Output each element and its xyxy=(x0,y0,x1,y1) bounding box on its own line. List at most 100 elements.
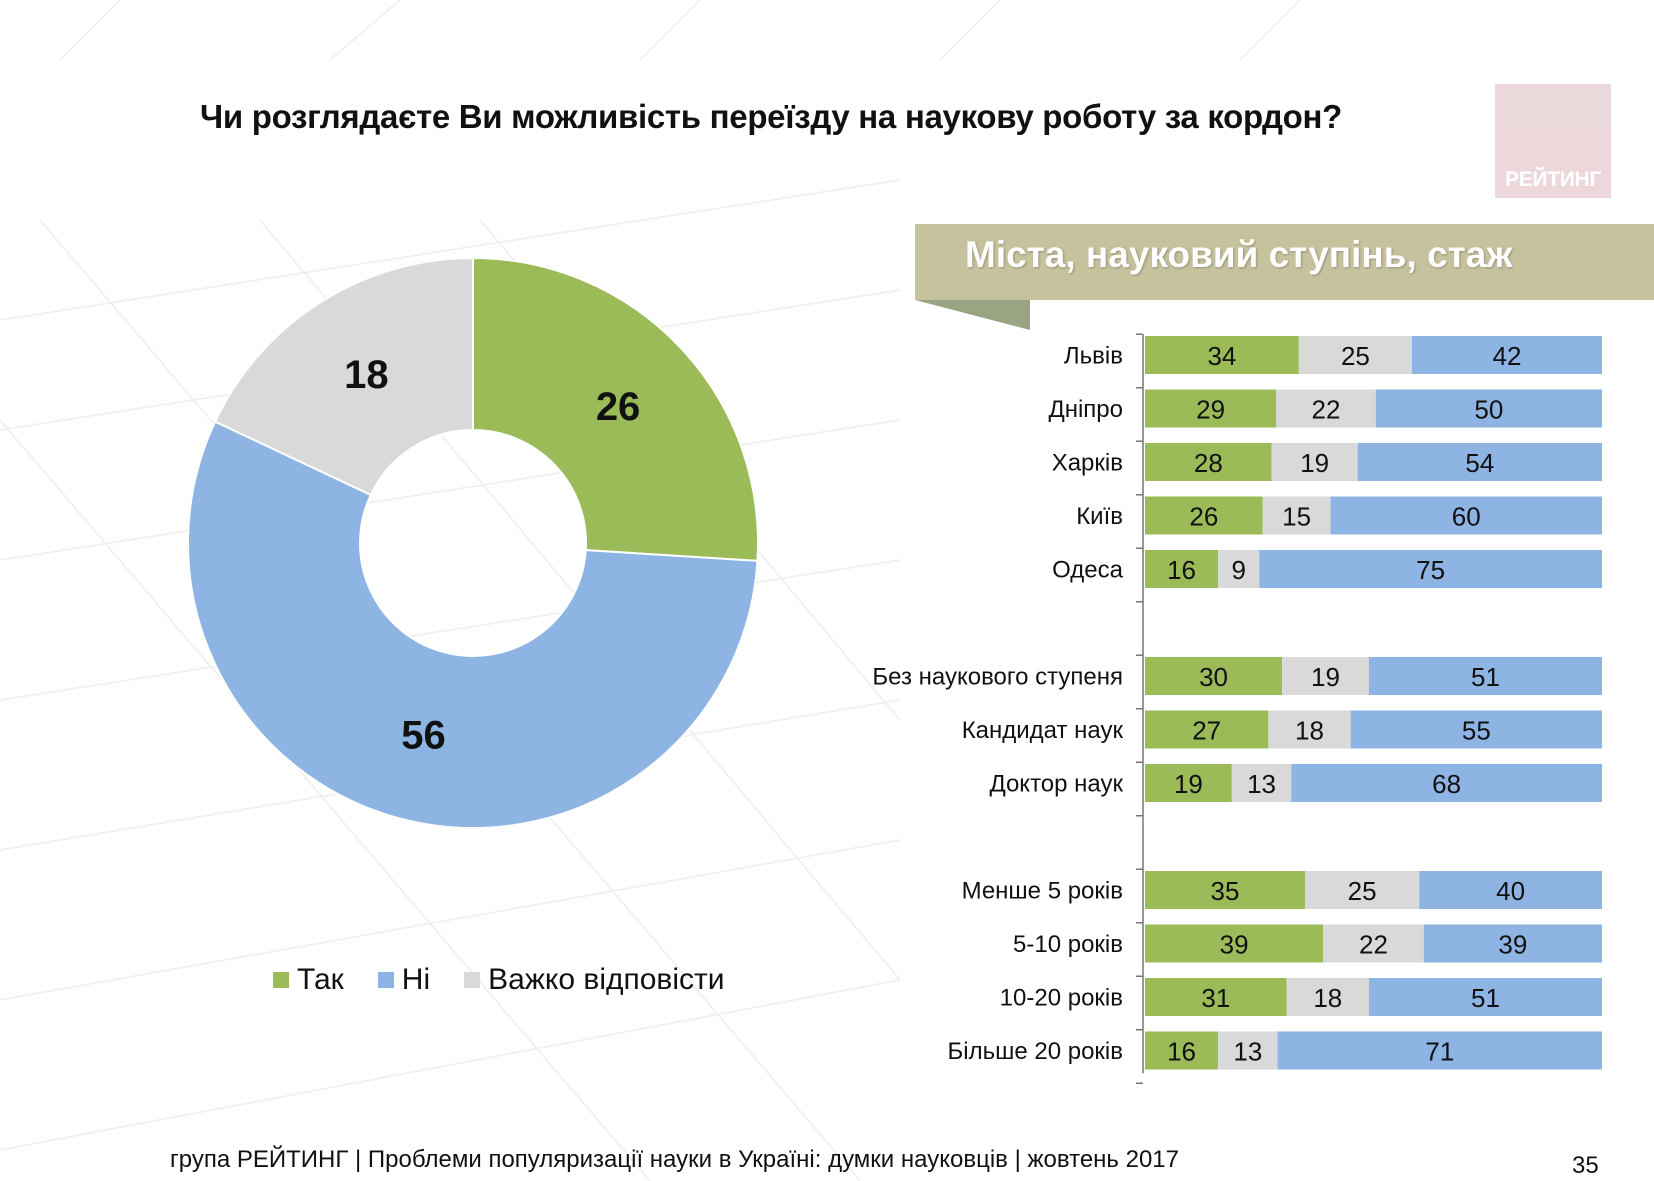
bar-segment xyxy=(1323,924,1424,963)
bar-value-label: 9 xyxy=(1231,555,1245,585)
bar-segment xyxy=(1145,764,1232,802)
bar-value-label: 51 xyxy=(1471,983,1500,1013)
bar-segment xyxy=(1231,764,1292,802)
category-label: Дніпро xyxy=(1048,396,1123,423)
legend-item: Так xyxy=(273,963,344,997)
donut-slice-3 xyxy=(213,256,474,497)
bar-segment xyxy=(1330,496,1602,535)
bar-value-label: 34 xyxy=(1207,341,1236,371)
bar-segment xyxy=(1271,443,1358,481)
bar-segment xyxy=(1411,336,1602,374)
legend-label: Ні xyxy=(401,963,431,996)
bar-segment xyxy=(1145,924,1324,963)
category-label: Менше 5 років xyxy=(962,878,1123,905)
donut-slice-2 xyxy=(187,420,759,829)
bar-segment xyxy=(1291,764,1602,802)
bar-value-label: 19 xyxy=(1174,769,1203,799)
section-banner: Міста, науковий ступінь, стаж xyxy=(915,224,1654,300)
bar-segment xyxy=(1368,978,1602,1016)
bar-value-label: 28 xyxy=(1194,448,1223,478)
bar-value-label: 75 xyxy=(1416,555,1445,585)
bar-segment xyxy=(1145,978,1287,1016)
bar-value-label: 26 xyxy=(1189,502,1218,532)
bar-segment xyxy=(1262,496,1331,535)
page-number: 35 xyxy=(1572,1152,1599,1179)
bar-value-label: 18 xyxy=(1313,983,1342,1013)
bar-segment xyxy=(1218,550,1260,588)
category-label: 5-10 років xyxy=(1013,931,1123,958)
banner-fold xyxy=(915,300,1030,330)
bar-segment xyxy=(1145,550,1219,588)
category-label: Київ xyxy=(1076,503,1123,530)
bar-segment xyxy=(1419,871,1602,909)
bar-value-label: 60 xyxy=(1452,502,1481,532)
bar-segment xyxy=(1145,443,1272,481)
rating-logo: РЕЙТИНГ xyxy=(1495,84,1611,198)
bar-value-label: 51 xyxy=(1471,662,1500,692)
chart-legend: Так Ні Важко відповісти xyxy=(273,960,759,1000)
category-label: 10-20 років xyxy=(1000,985,1123,1012)
bar-segment xyxy=(1145,389,1277,428)
bar-value-label: 30 xyxy=(1199,662,1228,692)
category-label: Кандидат наук xyxy=(962,717,1124,744)
bar-segment xyxy=(1282,657,1369,695)
logo-text: РЕЙТИНГ xyxy=(1505,168,1601,191)
bar-segment xyxy=(1218,1031,1278,1070)
donut-slice-label: 56 xyxy=(401,714,446,758)
bar-segment xyxy=(1357,443,1602,481)
bar-segment xyxy=(1368,657,1602,695)
bar-value-label: 35 xyxy=(1211,876,1240,906)
bar-value-label: 16 xyxy=(1167,1037,1196,1067)
legend-swatch xyxy=(464,972,481,988)
bar-segment xyxy=(1286,978,1369,1016)
legend-swatch xyxy=(273,972,289,988)
bar-value-label: 31 xyxy=(1201,983,1230,1013)
donut-slice-1 xyxy=(472,256,759,562)
bar-value-label: 22 xyxy=(1312,395,1341,425)
legend-item: Ні xyxy=(377,963,431,997)
bar-value-label: 50 xyxy=(1474,395,1503,425)
bar-segment xyxy=(1268,710,1351,749)
bar-segment xyxy=(1298,336,1412,374)
bar-value-label: 39 xyxy=(1498,930,1527,960)
bar-value-label: 27 xyxy=(1192,716,1221,746)
bar-value-label: 71 xyxy=(1425,1037,1454,1067)
category-label: Львів xyxy=(1064,343,1123,370)
bar-segment xyxy=(1350,710,1602,749)
bar-value-label: 54 xyxy=(1465,448,1494,478)
legend-label: Так xyxy=(297,963,344,996)
bar-segment xyxy=(1145,336,1299,374)
bar-segment xyxy=(1145,710,1269,749)
category-label: Без наукового ступеня xyxy=(872,664,1123,691)
bar-segment xyxy=(1276,389,1376,428)
bar-value-label: 18 xyxy=(1295,716,1324,746)
page-title: Чи розглядаєте Ви можливість переїзду на… xyxy=(200,98,1343,135)
bar-segment xyxy=(1145,871,1305,909)
bar-value-label: 16 xyxy=(1167,555,1196,585)
bar-value-label: 42 xyxy=(1493,341,1522,371)
bar-value-label: 19 xyxy=(1311,662,1340,692)
bar-segment xyxy=(1277,1031,1602,1070)
section-title: Міста, науковий ступінь, стаж xyxy=(965,234,1513,275)
bar-segment xyxy=(1375,389,1602,428)
bar-value-label: 25 xyxy=(1348,876,1377,906)
footer-text: група РЕЙТИНГ | Проблеми популяризації н… xyxy=(170,1146,1179,1173)
category-label: Одеса xyxy=(1052,557,1123,584)
donut-slice-label: 26 xyxy=(596,385,641,429)
bar-value-label: 22 xyxy=(1359,930,1388,960)
donut-chart: 26 56 18 xyxy=(187,256,759,829)
category-label: Доктор наук xyxy=(989,771,1123,798)
bar-value-label: 25 xyxy=(1341,341,1370,371)
bar-segment xyxy=(1145,657,1283,695)
bar-value-label: 13 xyxy=(1233,1037,1262,1067)
bar-value-label: 39 xyxy=(1220,930,1249,960)
bar-value-label: 40 xyxy=(1496,876,1525,906)
bar-segment xyxy=(1423,924,1602,963)
category-label: Харків xyxy=(1052,450,1123,477)
bar-value-label: 15 xyxy=(1282,502,1311,532)
bar-segment xyxy=(1304,871,1420,909)
legend-label: Важко відповісти xyxy=(488,963,725,996)
bar-value-label: 29 xyxy=(1196,395,1225,425)
bar-value-label: 68 xyxy=(1432,769,1461,799)
category-label: Більше 20 років xyxy=(948,1038,1124,1065)
